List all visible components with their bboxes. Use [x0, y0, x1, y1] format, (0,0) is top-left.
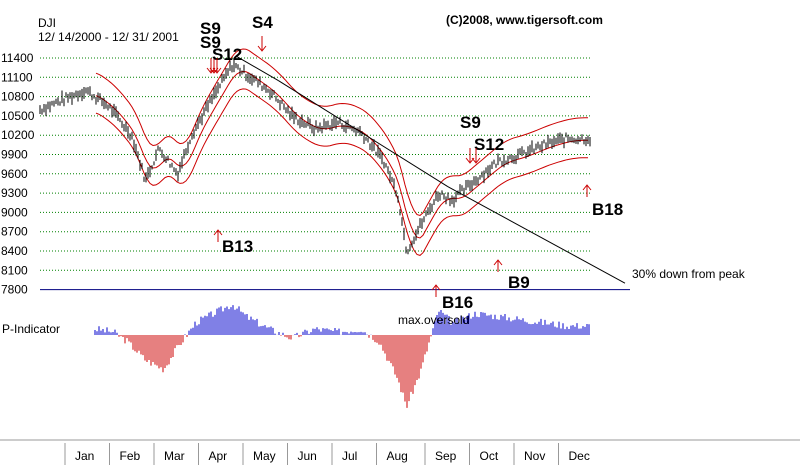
y-tick-label: 10500 — [1, 109, 35, 123]
max-oversold-note: max.oversold — [398, 313, 469, 327]
price-grid — [40, 57, 630, 291]
y-tick-label: 7800 — [1, 283, 28, 297]
month-label: Apr — [209, 449, 228, 463]
month-axis: Jan Feb Mar Apr May Jun Jul Aug Sep Oct Nov Dec — [0, 439, 800, 465]
buy-arrow-head — [582, 184, 592, 191]
month-label: Jul — [342, 449, 357, 463]
signal-label: B18 — [592, 200, 623, 219]
signal-label: S9 — [200, 33, 221, 52]
month-label: Oct — [480, 449, 499, 463]
y-tick-label: 10200 — [1, 128, 35, 142]
y-tick-label: 9300 — [1, 186, 28, 200]
y-tick-label: 8100 — [1, 263, 28, 277]
signal-label: B13 — [222, 237, 253, 256]
y-tick-label: 11100 — [1, 70, 33, 84]
signal-label: S4 — [252, 13, 273, 32]
trendline — [236, 56, 626, 284]
p-indicator-histogram — [94, 305, 590, 408]
upper-band — [95, 48, 588, 217]
month-label: Mar — [164, 449, 185, 463]
y-tick-label: 8400 — [1, 244, 28, 258]
price-bars — [39, 59, 591, 255]
signal-label: B9 — [508, 273, 530, 292]
month-label: Feb — [120, 449, 141, 463]
y-tick-label: 11400 — [1, 51, 34, 65]
price-axis: 11400 11100 10800 10500 10200 9900 9600 9300 900… — [1, 51, 35, 297]
month-label: Jun — [298, 449, 317, 463]
buy-arrow-head — [213, 229, 223, 236]
lower-band — [95, 88, 588, 256]
buy-arrow-head — [431, 284, 441, 291]
y-tick-label: 9600 — [1, 167, 28, 181]
sell-arrow-head — [465, 157, 475, 164]
trading-bands — [95, 48, 588, 256]
month-label: Dec — [569, 449, 590, 463]
copyright-text: (C)2008, www.tigersoft.com — [446, 13, 603, 27]
sell-arrow-head — [257, 45, 267, 52]
sell-arrow-head — [212, 67, 222, 74]
trendline-1 — [236, 56, 279, 81]
trendline-note: 30% down from peak — [632, 267, 746, 281]
trendline-2 — [278, 80, 449, 188]
signal-label: S12 — [474, 135, 504, 154]
y-tick-label: 9000 — [1, 205, 28, 219]
signal-label: S9 — [460, 113, 481, 132]
month-label: Jan — [75, 449, 94, 463]
y-tick-label: 10800 — [1, 90, 35, 104]
month-label: Sep — [435, 449, 457, 463]
trendline-3 — [447, 186, 626, 284]
signal-label: S9 — [200, 19, 221, 38]
chart-symbol: DJI — [38, 16, 56, 30]
y-tick-label: 8700 — [1, 225, 28, 239]
chart-date-range: 12/ 14/2000 - 12/ 31/ 2001 — [38, 30, 179, 44]
buy-arrow-head — [493, 259, 503, 266]
y-tick-label: 9900 — [1, 148, 28, 162]
month-label: May — [253, 449, 276, 463]
month-label: Aug — [387, 449, 408, 463]
signal-label: S12 — [212, 45, 242, 64]
signal-label: B16 — [442, 293, 473, 312]
month-label: Nov — [524, 449, 545, 463]
sell-arrow-head — [471, 157, 481, 164]
p-indicator-label: P-Indicator — [2, 322, 60, 336]
